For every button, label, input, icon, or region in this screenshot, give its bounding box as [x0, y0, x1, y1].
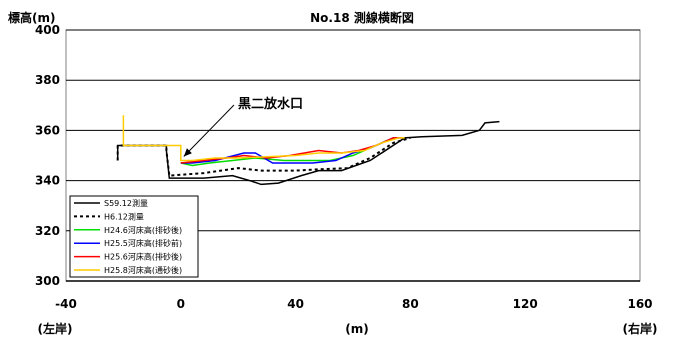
chart-title: No.18 測線横断図 [310, 10, 414, 25]
x-tick-labels: -40 0 40 80 120 160 [55, 297, 652, 311]
legend-label-3: H24.6河床高(排砂後) [104, 225, 182, 235]
x-tick-80: 80 [402, 297, 419, 311]
legend: S59.12測量 H6.12測量 H24.6河床高(排砂後) H25.5河床高(排砂前… [69, 195, 199, 278]
y-tick-360: 360 [35, 123, 60, 137]
annotation-arrow-head [183, 148, 192, 157]
annotation-text: 黒二放水口 [238, 96, 303, 112]
y-axis-label: 標高(m) [8, 10, 55, 25]
x-tick-40: 40 [287, 297, 304, 311]
series-line-1 [116, 120, 500, 186]
y-tick-320: 320 [35, 224, 60, 238]
legend-box [69, 195, 199, 278]
y-tick-labels: 300 320 340 360 380 400 [35, 23, 60, 288]
grid-lines [66, 29, 640, 282]
series-line-6 [122, 115, 405, 162]
series-line-2 [116, 136, 411, 177]
legend-label-4: H25.5河床高(排砂前) [104, 238, 182, 248]
annotation: 黒二放水口 [183, 96, 303, 157]
legend-label-1: S59.12測量 [104, 198, 148, 208]
legend-label-6: H25.8河床高(通砂後) [104, 265, 182, 275]
legend-label-5: H25.6河床高(排砂後) [104, 252, 182, 262]
x-tick--40: -40 [55, 297, 77, 311]
x-tick-120: 120 [513, 297, 538, 311]
y-tick-380: 380 [35, 73, 60, 87]
x-tick-160: 160 [627, 297, 652, 311]
left-bank-label: (左岸) [38, 321, 73, 336]
series-layer [116, 115, 500, 186]
y-tick-300: 300 [35, 274, 60, 288]
y-tick-340: 340 [35, 174, 60, 188]
annotation-arrow-line [183, 104, 235, 157]
right-bank-label: (右岸) [623, 321, 658, 336]
legend-label-2: H6.12測量 [104, 211, 144, 221]
y-tick-400: 400 [35, 23, 60, 37]
x-tick-0: 0 [177, 297, 185, 311]
x-axis-label: (m) [345, 322, 368, 336]
